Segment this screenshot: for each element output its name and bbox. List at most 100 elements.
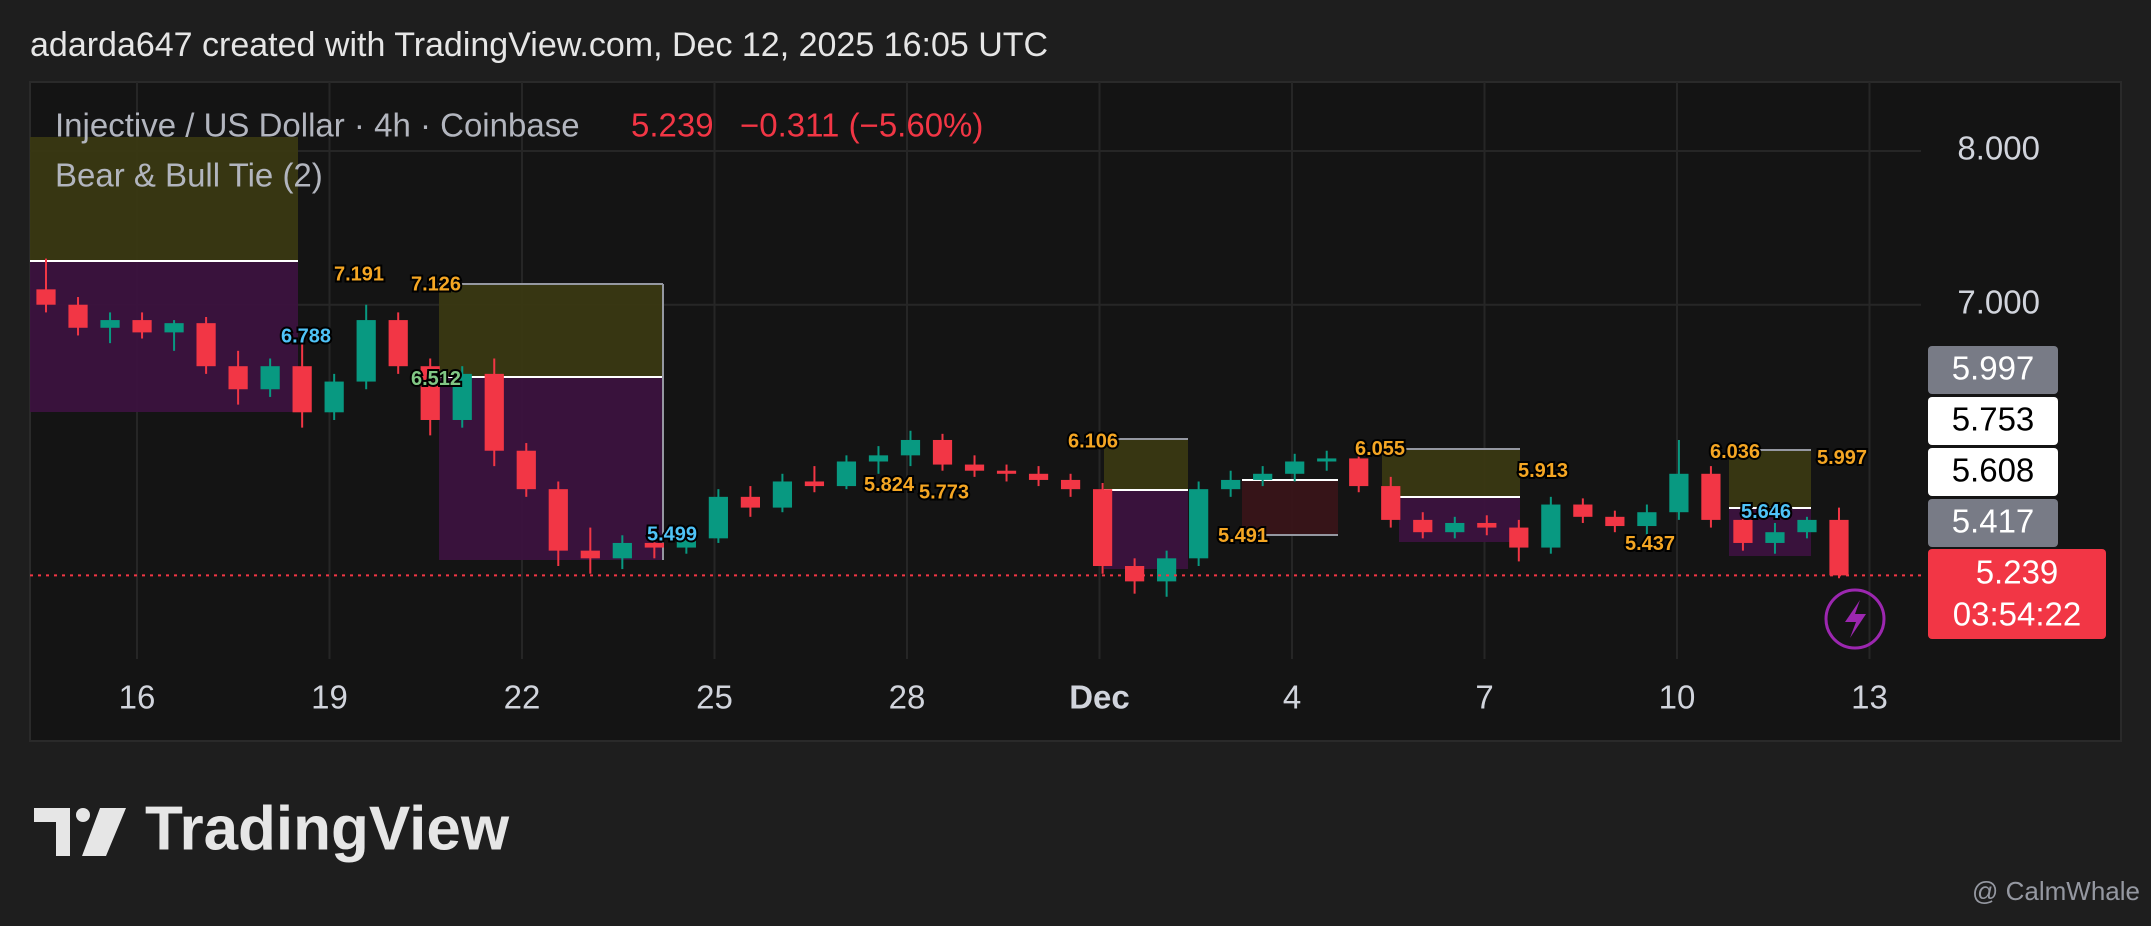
candle-body: [1797, 519, 1817, 533]
candle-body: [356, 320, 376, 382]
bear-zone: [30, 261, 298, 412]
credit: @ CalmWhale: [1972, 876, 2140, 906]
x-tick-label: 13: [1851, 679, 1888, 716]
x-tick-label: 4: [1283, 679, 1301, 716]
candle-body: [548, 489, 568, 551]
level-label: 7.191: [334, 264, 384, 286]
level-label: 5.913: [1518, 460, 1568, 482]
candle-body: [292, 366, 312, 413]
candle-body: [740, 496, 760, 508]
level-label: 5.824: [864, 474, 915, 496]
candle-body: [1092, 489, 1113, 567]
candle-body: [708, 496, 728, 539]
level-label: 7.126: [411, 274, 461, 296]
candle-body: [1285, 461, 1305, 474]
bull-zone: [439, 284, 663, 377]
candle-body: [836, 461, 857, 487]
candle-body: [1637, 512, 1657, 527]
bear-zone: [1399, 497, 1520, 542]
level-label: 5.646: [1741, 501, 1791, 523]
countdown: 03:54:22: [1953, 596, 2081, 633]
candle-body: [516, 450, 536, 490]
bear-zone: [1104, 490, 1188, 569]
x-tick-label: 25: [696, 679, 733, 716]
x-tick-label: 19: [311, 679, 348, 716]
x-tick-label: 22: [504, 679, 541, 716]
level-labels: 7.191 7.126 6.788 6.512 5.499 6.106 5.824 5.773…: [279, 262, 1869, 558]
candle-body: [36, 289, 56, 305]
price-tag-label: 5.608: [1952, 452, 2035, 489]
bear-zone: [1242, 480, 1338, 535]
candle-body: [228, 366, 248, 390]
level-label: 6.055: [1355, 438, 1405, 460]
candle-body: [676, 538, 696, 548]
candle-body: [1189, 489, 1209, 559]
legend-price: 5.239: [631, 107, 714, 144]
candle-body: [1028, 473, 1049, 480]
candle-body: [1701, 473, 1721, 520]
candle-body: [1573, 504, 1593, 517]
candle-body: [132, 320, 152, 333]
candle-body: [1733, 519, 1753, 543]
price-tag: [1928, 499, 2058, 547]
candle-body: [996, 470, 1017, 474]
price-tag-label: 5.997: [1952, 350, 2035, 387]
candle-body: [1125, 566, 1145, 582]
symbol-title: Injective / US Dollar · 4h · Coinbase: [55, 107, 580, 144]
bull-zone: [1382, 449, 1520, 497]
x-tick-label: Dec: [1069, 679, 1130, 716]
bull-zone: [30, 137, 298, 261]
candle-body: [804, 481, 825, 487]
legend-change: −0.311 (−5.60%): [740, 107, 983, 144]
level-label: 5.997: [1817, 447, 1867, 469]
candle-body: [68, 304, 88, 328]
logo-text: TradingView: [145, 794, 510, 863]
logo-mark: [34, 808, 70, 856]
candle-body: [1060, 479, 1081, 490]
level-label: 6.512: [411, 368, 461, 390]
bull-zone: [1104, 439, 1188, 490]
level-label: 5.491: [1218, 525, 1268, 547]
indicator-name: Bear & Bull Tie (2): [55, 157, 323, 194]
candles: [30, 258, 1921, 597]
candle-body: [1221, 479, 1241, 490]
candle-body: [196, 323, 216, 367]
y-tick-label: 7.000: [1957, 283, 2040, 320]
price-tag-label: 5.753: [1952, 401, 2035, 438]
candle-body: [900, 439, 921, 456]
last-price-tag: [1928, 549, 2106, 639]
level-label: 5.437: [1625, 533, 1675, 555]
x-tick-label: 16: [119, 679, 156, 716]
price-tag: [1928, 448, 2058, 496]
candle-body: [420, 366, 440, 420]
level-label: 6.036: [1710, 441, 1760, 463]
level-label: 6.106: [1068, 430, 1118, 452]
candle-body: [964, 464, 985, 471]
candle-body: [612, 542, 632, 559]
candle-body: [452, 373, 472, 420]
candle-body: [164, 323, 184, 333]
price-axis: 8.000 7.000 16 19 22 25 28 Dec 4 7 10 13 5.997 5.753 5…: [119, 130, 2106, 716]
lightning: [1845, 600, 1866, 638]
x-tick-label: 10: [1659, 679, 1696, 716]
candle-body: [1413, 519, 1433, 533]
alert-icon[interactable]: [1824, 588, 1886, 650]
candle-body: [100, 320, 120, 328]
candle-body: [388, 320, 408, 367]
x-tick-label: 28: [889, 679, 926, 716]
level-label: 5.499: [647, 524, 697, 546]
candle-body: [484, 373, 504, 451]
logo: TradingView: [34, 794, 510, 863]
candle-body: [1349, 458, 1369, 487]
candle-body: [932, 439, 953, 465]
candle-body: [580, 550, 600, 559]
candle-body: [1509, 527, 1529, 548]
candle-body: [644, 542, 664, 548]
level-label: 5.773: [919, 482, 969, 504]
price-tag-label: 5.417: [1952, 503, 2035, 540]
candle-body: [1381, 486, 1401, 520]
candle-body: [1157, 558, 1177, 582]
bull-zone: [1729, 450, 1811, 508]
